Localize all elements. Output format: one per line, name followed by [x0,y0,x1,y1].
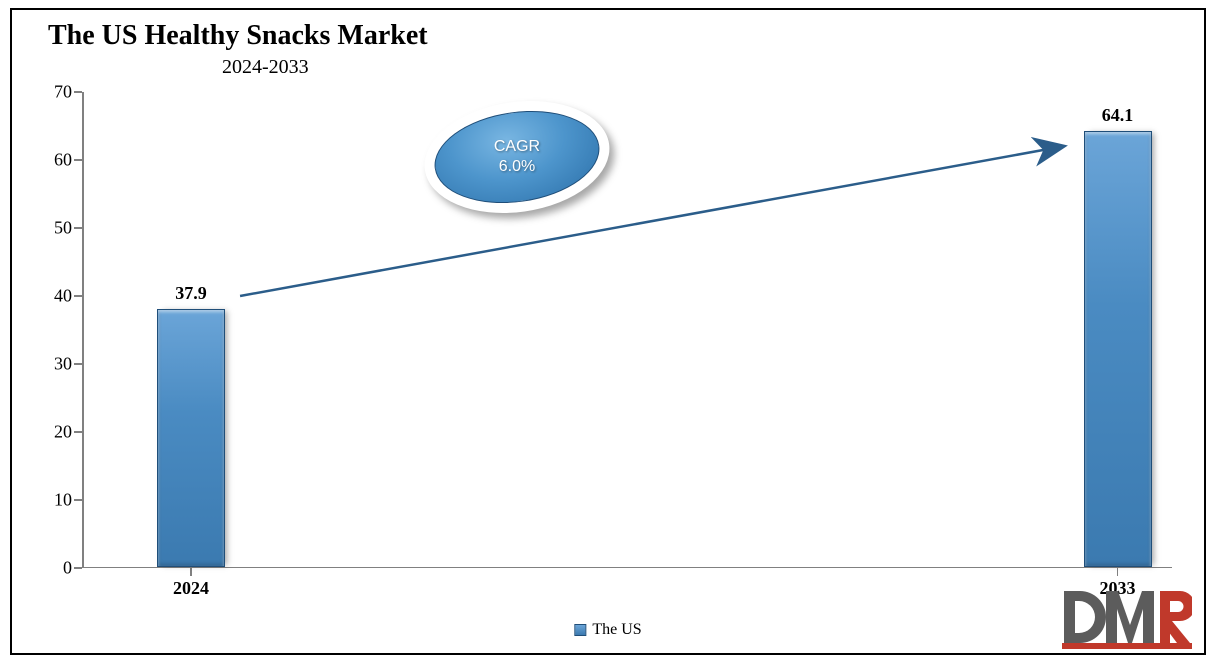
bar [157,309,225,567]
chart-frame: The US Healthy Snacks Market 2024-2033 0… [10,8,1206,655]
y-tick [74,431,82,433]
y-tick-label: 40 [32,286,72,307]
x-tick [190,568,192,576]
cagr-line2: 6.0% [499,158,535,175]
y-tick [74,567,82,569]
x-tick [1117,568,1119,576]
y-tick [74,159,82,161]
y-tick [74,295,82,297]
y-tick-label: 70 [32,82,72,103]
x-tick-label: 2024 [173,578,209,599]
legend-label: The US [592,621,641,639]
y-tick-label: 20 [32,422,72,443]
y-tick-label: 50 [32,218,72,239]
cagr-badge: CAGR 6.0% [424,102,610,212]
y-tick-label: 30 [32,354,72,375]
y-tick-label: 60 [32,150,72,171]
bar [1084,131,1152,567]
plot-area: 010203040506070202437.9203364.1 [82,92,1172,568]
y-tick [74,499,82,501]
legend-swatch [574,624,586,636]
bar-value-label: 64.1 [1102,105,1134,126]
y-tick-label: 10 [32,490,72,511]
cagr-badge-text: CAGR 6.0% [424,137,610,177]
chart-subtitle: 2024-2033 [222,56,309,79]
legend: The US [574,621,641,639]
y-tick [74,91,82,93]
y-tick [74,363,82,365]
y-tick [74,227,82,229]
chart-title: The US Healthy Snacks Market [48,20,428,52]
y-tick-label: 0 [32,558,72,579]
trend-arrow [82,92,1172,568]
cagr-line1: CAGR [494,138,540,155]
dmr-logo [1062,587,1192,649]
bar-value-label: 37.9 [175,283,207,304]
